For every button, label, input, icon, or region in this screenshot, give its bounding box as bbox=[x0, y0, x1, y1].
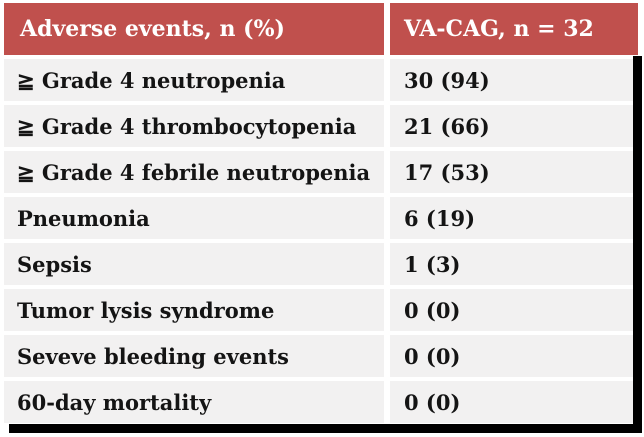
row-value: 1 (3) bbox=[390, 243, 634, 285]
table-body: ≧ Grade 4 neutropenia 30 (94) ≧ Grade 4 … bbox=[4, 59, 638, 423]
row-label: ≧ Grade 4 febrile neutropenia bbox=[4, 151, 384, 193]
row-label: 60-day mortality bbox=[4, 381, 384, 423]
row-value: 30 (94) bbox=[390, 59, 634, 101]
table-row: Seveve bleeding events 0 (0) bbox=[4, 335, 638, 377]
row-value: 0 (0) bbox=[390, 335, 634, 377]
table-row: Pneumonia 6 (19) bbox=[4, 197, 638, 239]
table-row: ≧ Grade 4 febrile neutropenia 17 (53) bbox=[4, 151, 638, 193]
row-label: Tumor lysis syndrome bbox=[4, 289, 384, 331]
row-value: 0 (0) bbox=[390, 289, 634, 331]
row-value: 6 (19) bbox=[390, 197, 634, 239]
table-frame-bottom-edge bbox=[9, 424, 642, 433]
row-value: 0 (0) bbox=[390, 381, 634, 423]
table-row: Tumor lysis syndrome 0 (0) bbox=[4, 289, 638, 331]
row-label: ≧ Grade 4 thrombocytopenia bbox=[4, 105, 384, 147]
row-label: Pneumonia bbox=[4, 197, 384, 239]
table-row: ≧ Grade 4 neutropenia 30 (94) bbox=[4, 59, 638, 101]
table-row: ≧ Grade 4 thrombocytopenia 21 (66) bbox=[4, 105, 638, 147]
table-frame-right-edge bbox=[633, 56, 642, 433]
header-cell-adverse-events: Adverse events, n (%) bbox=[4, 3, 384, 55]
table-header-row: Adverse events, n (%) VA-CAG, n = 32 bbox=[4, 3, 638, 55]
row-label: ≧ Grade 4 neutropenia bbox=[4, 59, 384, 101]
table-row: 60-day mortality 0 (0) bbox=[4, 381, 638, 423]
row-label: Seveve bleeding events bbox=[4, 335, 384, 377]
table-row: Sepsis 1 (3) bbox=[4, 243, 638, 285]
row-label: Sepsis bbox=[4, 243, 384, 285]
row-value: 17 (53) bbox=[390, 151, 634, 193]
adverse-events-table: Adverse events, n (%) VA-CAG, n = 32 ≧ G… bbox=[4, 3, 638, 427]
header-cell-va-cag: VA-CAG, n = 32 bbox=[390, 3, 638, 55]
row-value: 21 (66) bbox=[390, 105, 634, 147]
